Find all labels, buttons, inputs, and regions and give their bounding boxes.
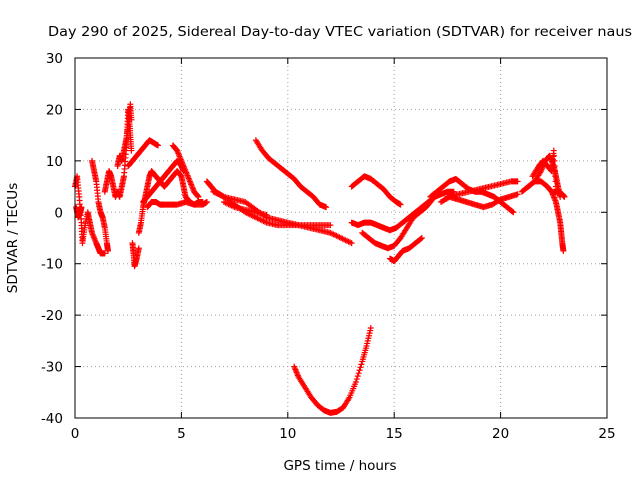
data-point xyxy=(561,193,568,200)
data-point xyxy=(552,173,559,180)
data-point xyxy=(323,204,330,211)
data-point xyxy=(367,325,374,331)
data-point xyxy=(552,183,559,190)
series-arc-26 xyxy=(525,178,567,254)
data-point xyxy=(203,199,210,205)
chart-title: Day 290 of 2025, Sidereal Day-to-day VTE… xyxy=(48,24,632,40)
y-tick-label: -10 xyxy=(41,257,63,273)
series-arc-13 xyxy=(210,188,334,229)
data-point xyxy=(552,178,559,185)
data-point xyxy=(104,247,111,254)
data-point xyxy=(352,379,359,385)
x-tick-label: 15 xyxy=(386,426,403,442)
data-point xyxy=(194,193,201,200)
data-point xyxy=(348,240,355,247)
data-point xyxy=(356,367,363,374)
series-arc-3 xyxy=(89,157,111,254)
data-point xyxy=(552,168,559,175)
y-tick-label: 10 xyxy=(46,154,63,170)
data-point xyxy=(417,235,424,242)
data-point xyxy=(327,222,334,229)
data-point xyxy=(551,152,558,159)
series-arc-15 xyxy=(252,137,330,211)
y-tick-label: -30 xyxy=(41,360,63,376)
series-arc-1 xyxy=(72,173,108,257)
data-point xyxy=(551,157,558,164)
data-point xyxy=(560,247,567,254)
y-tick-label: 20 xyxy=(46,102,63,118)
series-arc-22 xyxy=(444,178,521,200)
series-arc-2 xyxy=(73,204,85,221)
y-tick-label: 0 xyxy=(54,205,63,221)
series-arc-9 xyxy=(140,157,187,205)
data-point xyxy=(550,147,557,154)
data-point xyxy=(195,193,202,200)
x-tick-label: 25 xyxy=(598,426,615,442)
grid xyxy=(75,58,607,418)
data-point xyxy=(354,373,361,380)
series-arc-10 xyxy=(169,142,202,200)
data-point xyxy=(154,142,161,149)
data-point xyxy=(514,191,521,198)
series-arc-6 xyxy=(125,137,161,169)
series-arc-23 xyxy=(438,191,521,211)
series-arc-25 xyxy=(529,147,559,190)
x-tick-label: 0 xyxy=(71,426,80,442)
data-point xyxy=(78,204,85,211)
data-point xyxy=(357,364,364,371)
data-point xyxy=(358,361,365,368)
data-point xyxy=(551,163,558,169)
series-arc-18 xyxy=(348,188,457,234)
data-point xyxy=(397,201,404,208)
y-tick-label: -20 xyxy=(41,308,63,324)
data-point xyxy=(510,209,517,216)
data-point xyxy=(263,211,270,218)
data-point xyxy=(353,376,360,383)
series-arc-5 xyxy=(114,101,135,169)
data-point xyxy=(514,178,521,185)
data-point xyxy=(128,116,135,123)
data-point xyxy=(128,147,135,154)
data-point xyxy=(418,235,425,241)
plot-frame xyxy=(74,57,608,419)
series-arc-19 xyxy=(359,196,436,252)
x-tick-label: 5 xyxy=(177,426,186,442)
series-arc-27 xyxy=(550,188,568,200)
data-point xyxy=(135,245,142,252)
data-points xyxy=(72,101,568,416)
x-tick-label: 10 xyxy=(279,426,296,442)
series-arc-11 xyxy=(144,199,210,211)
x-tick-label: 20 xyxy=(492,426,509,442)
x-axis-label: GPS time / hours xyxy=(283,458,396,474)
data-point xyxy=(101,250,108,257)
series-arc-20 xyxy=(386,235,425,265)
y-tick-label: 30 xyxy=(46,51,63,67)
data-point xyxy=(355,370,362,377)
series-arc-14 xyxy=(220,199,270,218)
series-arc-16 xyxy=(291,325,374,416)
series-arc-7 xyxy=(129,240,142,270)
series-arc-4 xyxy=(101,106,135,200)
y-tick-label: -40 xyxy=(41,411,63,427)
y-axis-label: SDTVAR / TECUs xyxy=(5,183,21,293)
data-point xyxy=(509,208,516,215)
series-arc-17 xyxy=(348,173,404,208)
